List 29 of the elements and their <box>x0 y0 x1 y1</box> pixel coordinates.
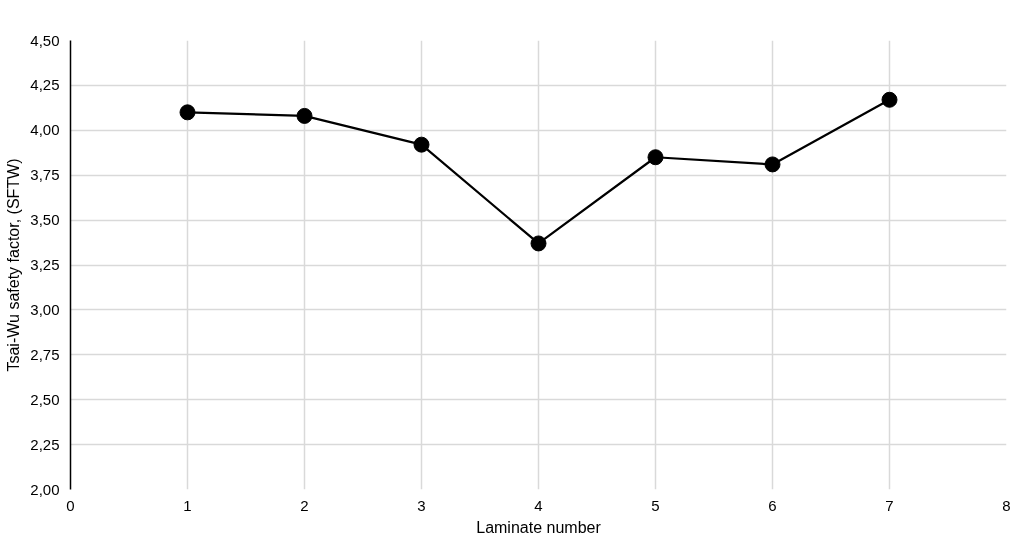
y-tick-label: 3,75 <box>30 166 60 184</box>
x-tick-label: 7 <box>885 496 894 514</box>
x-tick-label: 1 <box>183 496 192 514</box>
y-tick-label: 2,25 <box>30 435 60 453</box>
x-tick-label: 6 <box>768 496 777 514</box>
y-tick-label: 2,50 <box>30 390 60 408</box>
y-tick-label: 4,25 <box>30 76 60 94</box>
x-tick-label: 5 <box>651 496 660 514</box>
y-tick-label: 2,75 <box>30 345 60 363</box>
point <box>764 156 781 173</box>
point <box>413 136 430 153</box>
y-tick-label: 3,50 <box>30 211 60 229</box>
point <box>647 149 664 166</box>
x-tick-label: 2 <box>300 496 309 514</box>
point <box>881 91 898 108</box>
x-tick-label: 8 <box>1002 496 1011 514</box>
x-tick-label: 3 <box>417 496 426 514</box>
x-tick-label: 4 <box>534 496 543 514</box>
y-tick-label: 3,00 <box>30 300 60 318</box>
point <box>179 104 196 121</box>
point <box>296 107 313 124</box>
x-tick-label: 0 <box>66 496 75 514</box>
point <box>530 235 547 252</box>
y-tick-label: 4,50 <box>30 31 60 49</box>
y-tick-label: 2,00 <box>30 480 60 498</box>
y-tick-label: 3,25 <box>30 256 60 273</box>
y-tick-label: 4,00 <box>30 121 60 139</box>
x-axis-title: Laminate number <box>476 518 602 536</box>
y-axis-title: Tsai-Wu safety factor, (SFTW) <box>5 158 23 372</box>
